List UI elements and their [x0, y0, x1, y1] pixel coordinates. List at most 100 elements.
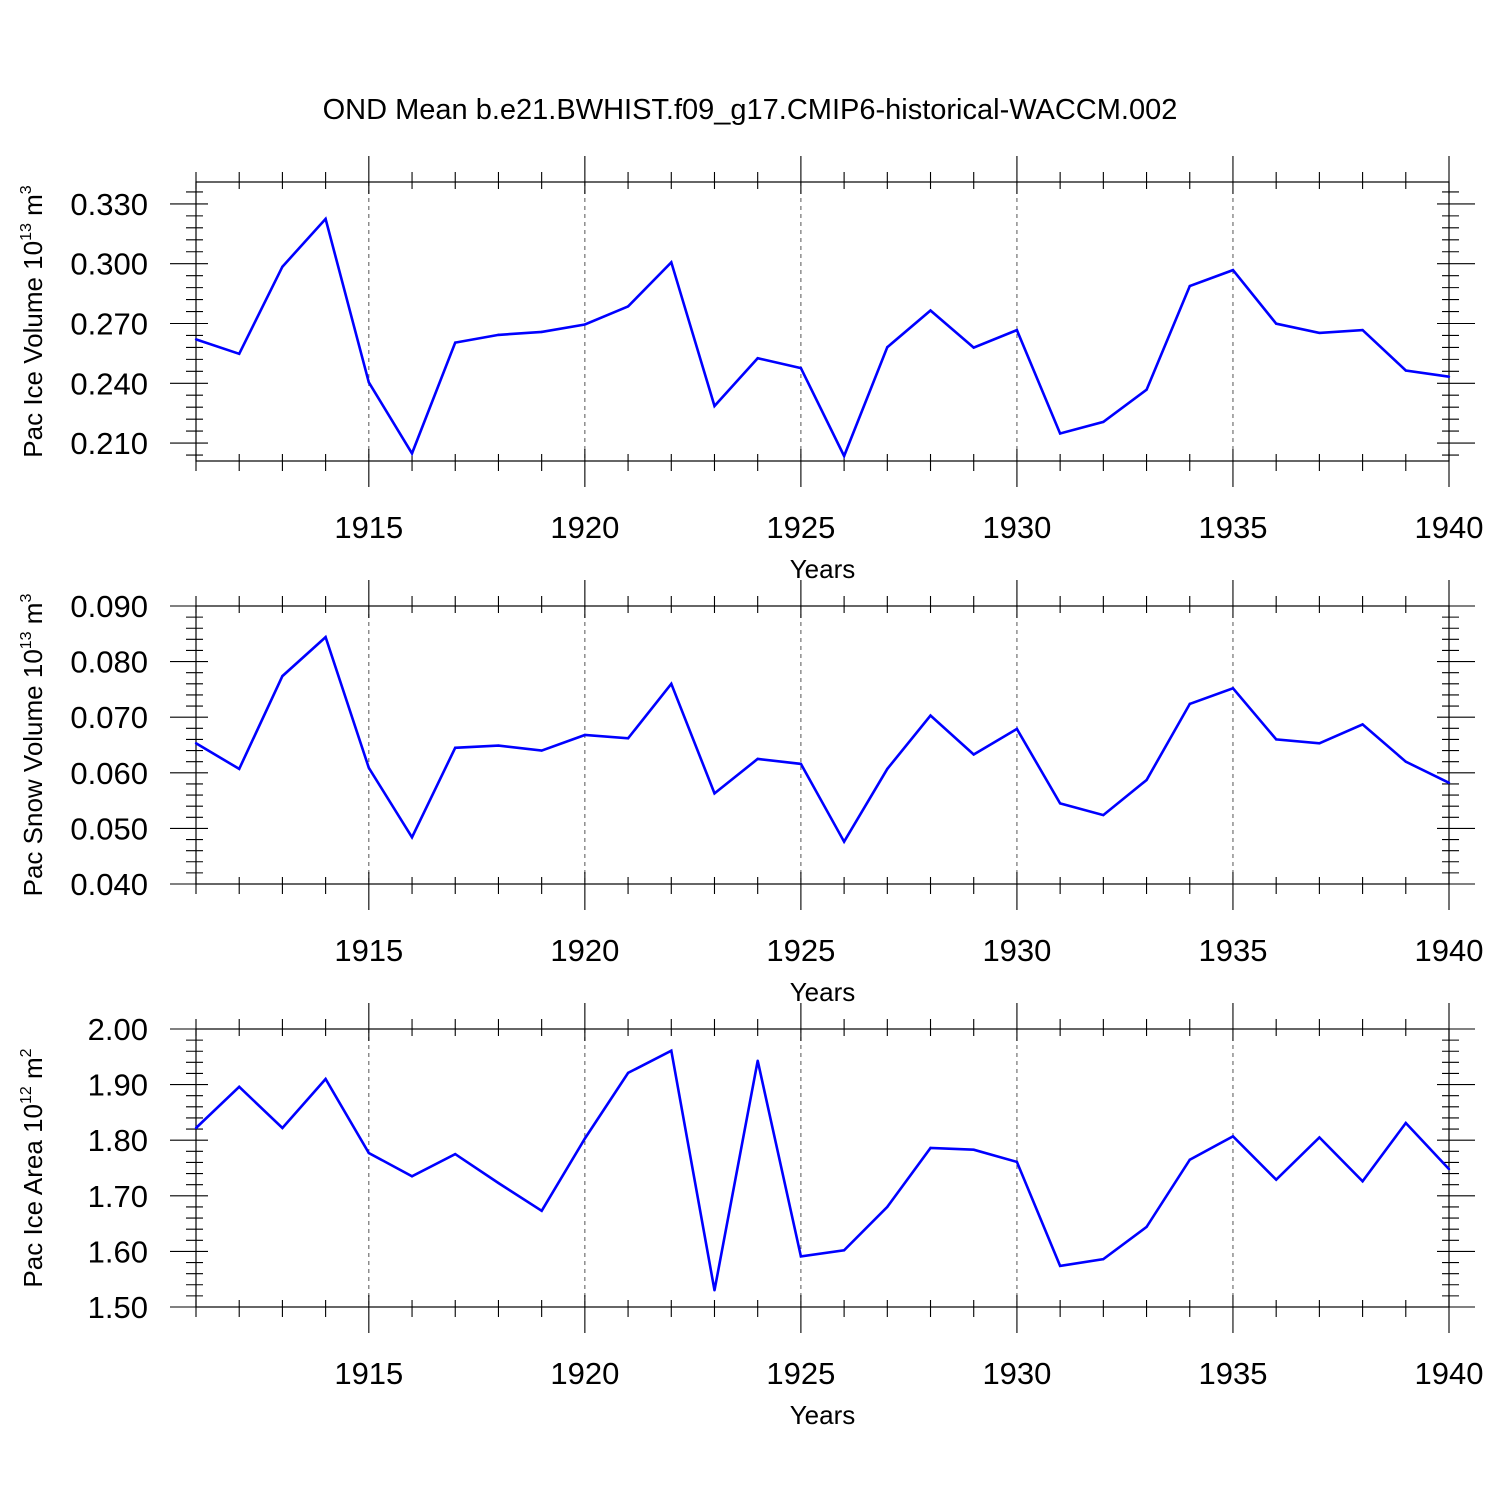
- data-point: [1361, 723, 1364, 726]
- data-point: [324, 217, 327, 221]
- y-tick-label: 0.270: [70, 306, 148, 341]
- x-tick-label: 1925: [766, 1356, 835, 1391]
- y-tick-label: 0.210: [70, 426, 148, 461]
- data-point: [281, 265, 284, 268]
- x-axis-label: Years: [790, 554, 856, 584]
- data-point: [972, 753, 975, 756]
- data-point: [929, 1146, 932, 1150]
- data-point: [583, 733, 587, 737]
- data-point: [670, 682, 673, 686]
- x-tick-label: 1915: [334, 1356, 403, 1391]
- data-point: [454, 1152, 457, 1156]
- data-point: [842, 840, 846, 843]
- data-point: [1361, 1180, 1364, 1183]
- y-tick-label: 0.040: [70, 867, 148, 902]
- x-tick-label: 1935: [1198, 933, 1267, 968]
- data-point: [799, 762, 803, 766]
- panel-1: 0.210 0.240 0.270 0.300 0.330 1915 1920 1925 193…: [18, 156, 1483, 584]
- y-tick-label: 0.080: [70, 645, 148, 680]
- data-point: [1145, 1225, 1148, 1229]
- data-point: [1188, 284, 1191, 288]
- data-point: [1274, 738, 1278, 741]
- data-point: [886, 346, 889, 349]
- y-tick-label: 1.90: [88, 1068, 148, 1103]
- data-point: [1231, 687, 1235, 690]
- data-point: [194, 338, 198, 341]
- y-tick-label: 1.50: [88, 1290, 148, 1325]
- data-point: [756, 757, 759, 761]
- data-point: [1447, 781, 1451, 785]
- data-point: [799, 366, 803, 370]
- data-point: [1145, 778, 1148, 782]
- data-point: [1274, 1178, 1278, 1181]
- data-point: [281, 1126, 284, 1130]
- data-line: [195, 634, 1450, 845]
- data-line: [195, 1048, 1450, 1291]
- plot-frame: [195, 1028, 1450, 1308]
- x-tick-label: 1915: [334, 933, 403, 968]
- data-point: [626, 737, 630, 740]
- y-tick-label: 2.00: [88, 1012, 148, 1047]
- data-point: [756, 356, 759, 360]
- data-point: [367, 1151, 371, 1155]
- x-tick-label: 1930: [982, 510, 1051, 545]
- x-tick-label: 1940: [1415, 933, 1484, 968]
- data-point: [972, 346, 975, 349]
- data-point: [929, 309, 932, 312]
- data-point: [1361, 328, 1364, 332]
- x-tick-label: 1930: [982, 1356, 1051, 1391]
- y-axis-label: Pac Snow Volume 1013 m3: [18, 594, 48, 897]
- data-point: [799, 1255, 803, 1258]
- data-point: [886, 1205, 889, 1209]
- data-point: [1015, 727, 1019, 731]
- data-point: [540, 749, 543, 752]
- data-point: [670, 1049, 673, 1052]
- y-tick-label: 0.060: [70, 756, 148, 791]
- data-point: [1058, 432, 1062, 435]
- x-tick-label: 1930: [982, 933, 1051, 968]
- x-tick-label: 1940: [1415, 1356, 1484, 1391]
- data-point: [583, 323, 587, 326]
- data-point: [281, 674, 284, 678]
- data-point: [497, 744, 500, 747]
- data-point: [929, 714, 932, 717]
- x-tick-label: 1935: [1198, 510, 1267, 545]
- y-tick-label: 0.240: [70, 366, 148, 401]
- y-tick-label: 0.330: [70, 187, 148, 222]
- data-point: [1102, 420, 1105, 424]
- data-point: [1188, 702, 1191, 706]
- data-point: [972, 1148, 975, 1151]
- data-point: [238, 767, 241, 771]
- data-point: [1058, 1264, 1062, 1268]
- data-point: [1447, 1167, 1451, 1171]
- y-tick-label: 0.090: [70, 589, 148, 624]
- data-point: [1318, 1136, 1321, 1139]
- data-point: [540, 330, 543, 334]
- data-point: [410, 452, 414, 455]
- data-point: [367, 766, 371, 769]
- data-point: [454, 341, 457, 344]
- data-point: [1102, 1257, 1105, 1261]
- data-point: [1231, 268, 1235, 272]
- data-point: [1404, 760, 1407, 763]
- data-point: [324, 635, 327, 639]
- data-point: [1318, 742, 1321, 745]
- x-tick-label: 1920: [550, 1356, 619, 1391]
- data-point: [713, 404, 716, 408]
- chart-title: OND Mean b.e21.BWHIST.f09_g17.CMIP6-hist…: [323, 94, 1178, 126]
- data-point: [194, 742, 198, 745]
- y-tick-label: 1.60: [88, 1234, 148, 1269]
- data-point: [410, 1175, 414, 1178]
- data-point: [410, 836, 414, 839]
- data-point: [1015, 328, 1019, 332]
- x-tick-label: 1920: [550, 933, 619, 968]
- y-tick-label: 0.300: [70, 247, 148, 282]
- data-point: [1015, 1160, 1019, 1164]
- panel-3: 1.50 1.60 1.70 1.80 1.90 2.00 1915 1920 1925 1930…: [18, 1003, 1483, 1430]
- data-point: [540, 1209, 543, 1213]
- plot-frame: [195, 181, 1450, 462]
- data-point: [583, 1137, 587, 1140]
- data-point: [194, 1126, 198, 1130]
- x-tick-label: 1915: [334, 510, 403, 545]
- panel-2: 0.040 0.050 0.060 0.070 0.080 0.090 1915 1920 19…: [18, 580, 1483, 1007]
